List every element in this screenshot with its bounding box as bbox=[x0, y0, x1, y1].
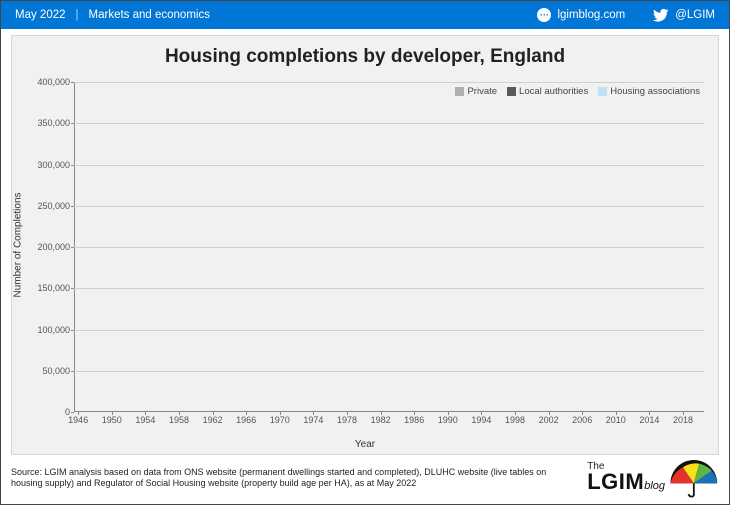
y-tick-label: 200,000 bbox=[37, 242, 74, 252]
legend-item-la: Local authorities bbox=[507, 86, 588, 97]
legend-item-ha: Housing associations bbox=[598, 86, 700, 97]
grid-line bbox=[74, 371, 704, 372]
header-separator: | bbox=[76, 9, 79, 21]
plot-area: Private Local authorities Housing associat… bbox=[74, 82, 704, 412]
site-url: lgimblog.com bbox=[557, 9, 625, 21]
x-tick-label: 2010 bbox=[606, 412, 626, 425]
x-tick-label: 1966 bbox=[236, 412, 256, 425]
legend-swatch bbox=[598, 87, 607, 96]
grid-line bbox=[74, 165, 704, 166]
grid-line bbox=[74, 82, 704, 83]
x-tick-label: 2014 bbox=[639, 412, 659, 425]
grid-line bbox=[74, 123, 704, 124]
x-tick-label: 2006 bbox=[572, 412, 592, 425]
legend-swatch bbox=[507, 87, 516, 96]
x-tick-label: 1990 bbox=[438, 412, 458, 425]
legend-label: Local authorities bbox=[519, 86, 588, 97]
y-axis-label: Number of Completions bbox=[13, 192, 24, 297]
chart-title: Housing completions by developer, Englan… bbox=[12, 36, 718, 72]
y-tick-label: 400,000 bbox=[37, 77, 74, 87]
site-link[interactable]: ··· lgimblog.com bbox=[537, 8, 625, 22]
x-tick-label: 1978 bbox=[337, 412, 357, 425]
header-category: Markets and economics bbox=[89, 9, 210, 21]
header-date: May 2022 bbox=[15, 9, 66, 21]
x-tick-label: 1982 bbox=[371, 412, 391, 425]
twitter-handle: @LGIM bbox=[675, 9, 715, 21]
header-bar: May 2022 | Markets and economics ··· lgi… bbox=[1, 1, 729, 29]
site-icon: ··· bbox=[537, 8, 551, 22]
y-tick-label: 250,000 bbox=[37, 201, 74, 211]
grid-line bbox=[74, 330, 704, 331]
x-tick-label: 1970 bbox=[270, 412, 290, 425]
grid-line bbox=[74, 206, 704, 207]
x-tick-label: 1950 bbox=[102, 412, 122, 425]
legend-item-private: Private bbox=[455, 86, 497, 97]
logo-main: LGIM bbox=[587, 469, 644, 494]
logo-sub: blog bbox=[644, 480, 665, 492]
grid-line bbox=[74, 247, 704, 248]
y-tick-label: 350,000 bbox=[37, 118, 74, 128]
legend-swatch bbox=[455, 87, 464, 96]
x-tick-label: 1994 bbox=[471, 412, 491, 425]
x-tick-label: 2018 bbox=[673, 412, 693, 425]
lgim-logo: The LGIMblog bbox=[587, 462, 665, 494]
y-tick-label: 50,000 bbox=[42, 366, 74, 376]
x-tick-label: 1958 bbox=[169, 412, 189, 425]
x-axis-label: Year bbox=[355, 439, 375, 450]
x-tick-label: 2002 bbox=[539, 412, 559, 425]
footer: Source: LGIM analysis based on data from… bbox=[11, 458, 719, 498]
source-text: Source: LGIM analysis based on data from… bbox=[11, 467, 587, 490]
chart-container: Housing completions by developer, Englan… bbox=[11, 35, 719, 455]
chart-legend: Private Local authorities Housing associat… bbox=[455, 86, 700, 97]
legend-label: Housing associations bbox=[610, 86, 700, 97]
twitter-icon bbox=[653, 7, 669, 23]
legend-label: Private bbox=[467, 86, 497, 97]
x-tick-label: 1974 bbox=[303, 412, 323, 425]
x-tick-label: 1986 bbox=[404, 412, 424, 425]
y-tick-label: 300,000 bbox=[37, 160, 74, 170]
y-tick-label: 150,000 bbox=[37, 283, 74, 293]
x-tick-label: 1946 bbox=[68, 412, 88, 425]
x-tick-label: 1954 bbox=[135, 412, 155, 425]
x-tick-label: 1998 bbox=[505, 412, 525, 425]
x-tick-label: 1962 bbox=[203, 412, 223, 425]
y-tick-label: 100,000 bbox=[37, 325, 74, 335]
umbrella-icon bbox=[665, 458, 719, 498]
twitter-link[interactable]: @LGIM bbox=[653, 7, 715, 23]
grid-line bbox=[74, 288, 704, 289]
